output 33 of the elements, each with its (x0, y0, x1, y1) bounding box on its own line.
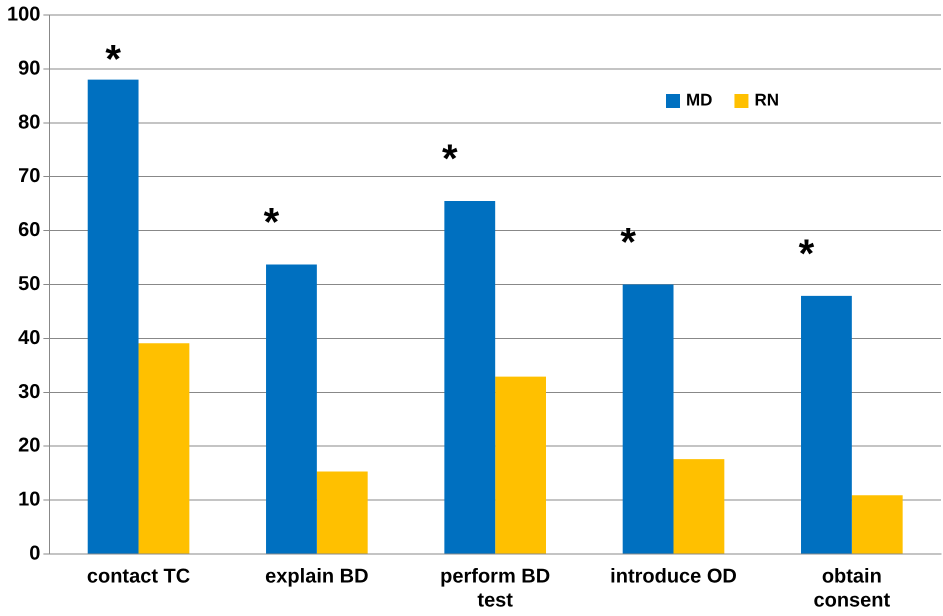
y-tick-label: 60 (18, 219, 40, 242)
bar (316, 472, 368, 554)
bar (138, 343, 190, 554)
bar (495, 376, 546, 554)
legend-label: MD (686, 90, 712, 110)
y-tick-label: 10 (18, 488, 40, 511)
y-tick-label: 80 (18, 111, 40, 134)
bar (622, 284, 674, 554)
bar (674, 459, 724, 554)
x-tick-label: contact TC (86, 566, 190, 588)
x-tick-label: obtain consent (813, 566, 891, 612)
x-tick-label: perform BD test (440, 566, 550, 612)
annotation: * (264, 200, 280, 245)
y-tick-label: 50 (18, 273, 40, 296)
y-tick-label: 20 (18, 434, 40, 457)
y-tick-label: 100 (6, 4, 40, 26)
y-tick-label: 70 (18, 165, 40, 188)
annotation: * (105, 38, 122, 82)
y-tick-label: 30 (18, 380, 40, 403)
annotation: * (442, 136, 458, 181)
y-tick-label: 90 (18, 57, 40, 80)
y-tick-label: 0 (29, 542, 40, 565)
legend-label: RN (754, 90, 780, 110)
bar (88, 80, 139, 554)
bar (801, 296, 852, 554)
bar (266, 264, 317, 554)
y-tick-label: 40 (18, 326, 40, 349)
x-tick-label: explain BD (265, 566, 369, 588)
bar (852, 495, 903, 554)
annotation: * (798, 232, 815, 276)
annotation: * (620, 220, 636, 265)
bar (444, 200, 496, 554)
x-tick-label: introduce OD (610, 566, 737, 588)
